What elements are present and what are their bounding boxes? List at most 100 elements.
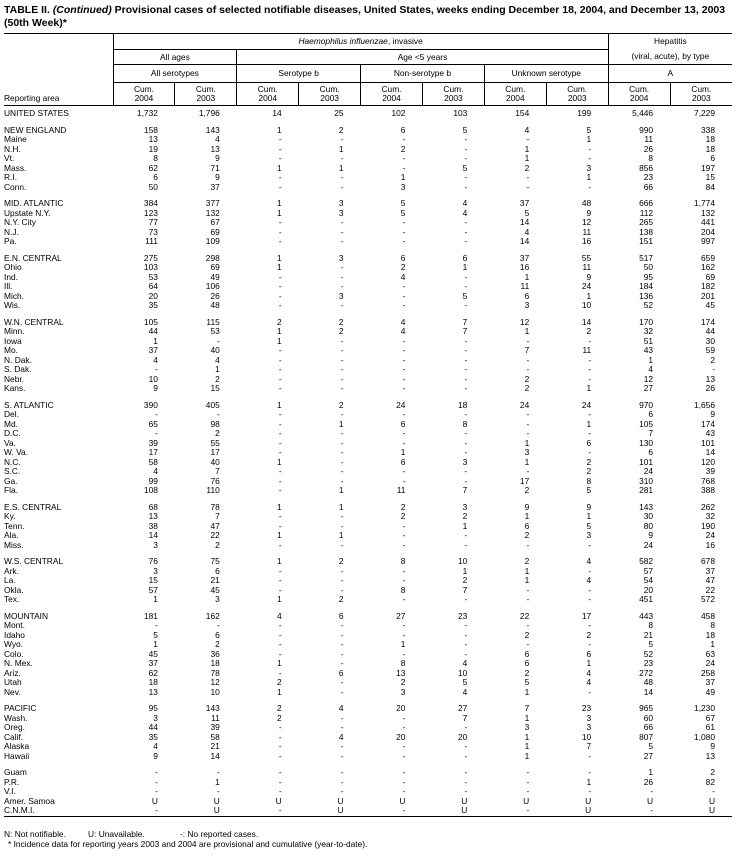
value-cell: 57 (643, 565, 654, 576)
value-cell: 388 (701, 485, 715, 495)
value-cell: - (588, 373, 592, 384)
table-row: Ind. 53 49 - - 4 - 1 9 95 69 (4, 272, 732, 283)
value-cell: - (464, 741, 468, 751)
value-cell: 1 (524, 153, 530, 163)
value-cell: 9 (153, 750, 158, 761)
value-cell: - (402, 437, 406, 448)
value-cell: 102 (391, 108, 406, 118)
value-cell: - (588, 786, 592, 796)
value-cell: 1 (277, 262, 282, 272)
value-cell: - (278, 750, 282, 761)
value-cell: 14 (519, 236, 530, 246)
value-cell: 1 (648, 354, 654, 365)
value-cell: 18 (458, 399, 468, 410)
region-row: W.N. CENTRAL 105 115 2 2 4 7 12 14 170 174 (4, 311, 732, 328)
value-cell: - (588, 447, 592, 457)
value-cell: 2 (400, 501, 406, 512)
reporting-area-cell: NEW ENGLAND (4, 124, 67, 135)
value-cell: - (402, 722, 406, 732)
value-cell: - (340, 511, 344, 521)
table-row: Idaho 5 6 - - - - 2 2 21 18 (4, 629, 732, 641)
table-row: S. Dak. - 1 - - - - - - 4 - (4, 364, 732, 375)
value-cell: 1 (462, 565, 468, 576)
value-cell: - (588, 584, 592, 595)
reporting-area-cell: N. Dak. (4, 354, 32, 365)
value-cell: 32 (705, 511, 715, 521)
value-cell: 1 (648, 767, 654, 777)
region-row: MOUNTAIN 181 162 4 6 27 23 22 17 443 458 (4, 605, 732, 622)
region-row: E.N. CENTRAL 275 298 1 3 6 6 37 55 517 659 (4, 247, 732, 264)
value-cell: 26 (643, 776, 654, 787)
value-cell: - (402, 594, 406, 604)
table-row: La. 15 21- - -2 1 4 54 47 (4, 575, 732, 586)
value-cell: 965 (639, 703, 654, 713)
reporting-area-cell: Pa. (4, 236, 17, 246)
value-cell: 6 (586, 437, 592, 448)
value-cell: 1 (524, 456, 530, 467)
value-cell: 1 (524, 741, 530, 751)
value-cell: U (461, 795, 468, 806)
value-cell: 8 (400, 556, 406, 566)
value-cell: 20 (148, 290, 158, 301)
value-cell: - (340, 364, 344, 374)
value-cell: 12 (581, 217, 592, 227)
value-cell: - (402, 520, 406, 531)
value-cell: 6 (462, 252, 468, 263)
value-cell: 66 (643, 722, 654, 732)
value-cell: 1 (277, 501, 282, 512)
value-cell: - (464, 364, 468, 374)
value-cell: - (340, 217, 344, 227)
reporting-area-cell: E.S. CENTRAL (4, 501, 62, 512)
value-cell: 182 (701, 281, 715, 291)
value-cell: 678 (701, 556, 715, 566)
value-cell: 7 (462, 712, 468, 723)
reporting-area-cell: Fla. (4, 485, 18, 495)
value-cell: 151 (639, 236, 654, 246)
value-cell: - (588, 335, 592, 346)
value-cell: - (402, 134, 406, 144)
value-cell: 1 (153, 594, 158, 604)
value-cell: - (340, 428, 344, 438)
value-cell: 201 (701, 290, 715, 301)
value-cell: 13 (148, 511, 158, 521)
reporting-area-cell: Mo. (4, 345, 18, 355)
value-cell: 2 (277, 677, 282, 687)
value-cell: - (402, 217, 406, 227)
value-cell: - (278, 153, 282, 163)
region-row: NEW ENGLAND 158 143 1 2 6 5 4 5 990 338 (4, 119, 732, 136)
value-cell: 3 (338, 290, 344, 301)
value-cell: 1 (277, 658, 282, 668)
value-cell: 12 (519, 316, 530, 327)
value-cell: 52 (643, 300, 654, 310)
value-cell: 14 (210, 750, 220, 761)
value-cell: 2 (277, 316, 282, 327)
value-cell: - (464, 143, 468, 154)
value-cell: - (340, 520, 344, 531)
value-cell: - (278, 447, 282, 457)
value-cell: 6 (153, 172, 158, 182)
value-cell: 9 (586, 207, 592, 218)
value-cell: 18 (705, 629, 715, 640)
reporting-area-cell: Nebr. (4, 373, 25, 384)
incidence-footnote: * Incidence data for reporting years 200… (8, 839, 368, 849)
value-cell: 3 (462, 501, 468, 512)
value-cell: 62 (148, 667, 158, 678)
value-cell: 377 (205, 198, 220, 208)
value-cell: - (278, 418, 282, 429)
value-cell: 1,774 (694, 198, 715, 208)
value-cell: - (155, 776, 158, 787)
value-cell: 572 (701, 594, 715, 604)
value-cell: 55 (210, 437, 220, 448)
value-cell: 19 (148, 143, 158, 154)
value-cell: - (340, 629, 344, 640)
value-cell: 170 (639, 316, 654, 327)
value-cell: 3 (215, 594, 220, 604)
value-cell: - (278, 667, 282, 678)
value-cell: 39 (148, 437, 158, 448)
value-cell: 13 (148, 134, 158, 144)
value-cell: 21 (643, 629, 654, 640)
reporting-area-cell: Wis. (4, 300, 21, 310)
value-cell: 3 (586, 162, 592, 173)
value-cell: 24 (396, 399, 406, 410)
value-cell: 14 (272, 108, 282, 118)
